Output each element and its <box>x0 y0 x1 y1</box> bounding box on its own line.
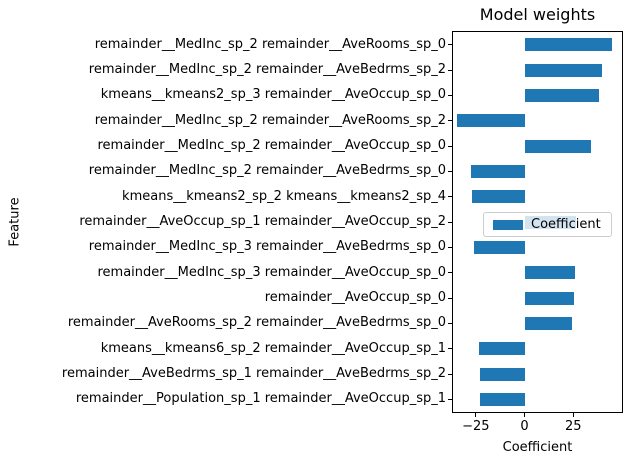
y-tick-mark <box>448 373 452 375</box>
y-tick-label: remainder__MedInc_sp_2 remainder__AveRoo… <box>94 112 446 128</box>
y-tick-label: remainder__MedInc_sp_2 remainder__AveBed… <box>88 62 446 77</box>
y-tick-label: remainder__MedInc_sp_3 remainder__AveOcc… <box>97 264 446 280</box>
y-tick-label: remainder__MedInc_sp_2 remainder__AveBed… <box>88 163 446 179</box>
y-tick-label: remainder__AveOccup_sp_0 <box>264 290 446 305</box>
coefficient-bar <box>470 164 525 178</box>
coefficient-bar <box>473 240 525 254</box>
y-tick-mark <box>448 44 452 46</box>
y-tick-mark <box>448 221 452 223</box>
y-tick-mark <box>448 170 452 172</box>
y-tick-mark <box>448 272 452 274</box>
coefficient-bar <box>524 88 599 102</box>
coefficient-bar <box>524 266 575 280</box>
y-tick-mark <box>448 120 452 122</box>
y-tick-mark <box>448 398 452 400</box>
legend-swatch-coefficient-icon <box>493 219 523 230</box>
coefficient-bar <box>480 392 525 406</box>
coefficient-bar <box>524 316 573 330</box>
x-tick-mark <box>524 413 526 417</box>
coefficient-bar <box>524 139 591 153</box>
y-tick-mark <box>448 297 452 299</box>
x-tick-label: −25 <box>462 419 490 434</box>
x-tick-mark <box>475 413 477 417</box>
coefficient-bar <box>472 190 525 204</box>
y-tick-label: remainder__AveOccup_sp_1 remainder__AveO… <box>79 214 446 229</box>
y-tick-mark <box>448 246 452 248</box>
y-tick-label: kmeans__kmeans6_sp_2 remainder__AveOccup… <box>100 340 446 356</box>
coefficient-bar <box>524 63 602 77</box>
y-tick-mark <box>448 196 452 198</box>
y-tick-label: kmeans__kmeans2_sp_2 kmeans__kmeans2_sp_… <box>122 188 446 204</box>
x-tick-mark <box>572 413 574 417</box>
y-tick-mark <box>448 322 452 324</box>
coefficient-bar <box>479 342 525 356</box>
coefficient-bar <box>524 291 574 305</box>
y-tick-label: remainder__AveRooms_sp_2 remainder__AveB… <box>67 315 446 331</box>
y-tick-label: remainder__Population_sp_1 remainder__Av… <box>75 391 446 407</box>
y-tick-label: remainder__MedInc_sp_2 remainder__AveRoo… <box>94 36 446 52</box>
x-axis-label: Coefficient <box>502 440 573 455</box>
y-tick-label: remainder__MedInc_sp_2 remainder__AveOcc… <box>97 138 446 153</box>
legend-label: Coefficient <box>531 217 601 232</box>
chart-title: Model weights <box>479 5 596 24</box>
x-tick-label: 25 <box>564 419 582 434</box>
y-tick-mark <box>448 69 452 71</box>
y-tick-label: remainder__AveBedrms_sp_1 remainder__Ave… <box>61 366 446 381</box>
y-tick-label: remainder__MedInc_sp_3 remainder__AveBed… <box>88 239 446 255</box>
coefficient-bar <box>479 367 525 381</box>
legend: Coefficient <box>483 212 612 237</box>
y-tick-mark <box>448 348 452 350</box>
coefficient-bar <box>457 114 525 128</box>
y-tick-mark <box>448 94 452 96</box>
x-tick-label: 0 <box>520 419 529 434</box>
y-tick-label: kmeans__kmeans2_sp_3 remainder__AveOccup… <box>100 87 446 103</box>
y-tick-mark <box>448 145 452 147</box>
coefficient-bar <box>524 38 613 52</box>
